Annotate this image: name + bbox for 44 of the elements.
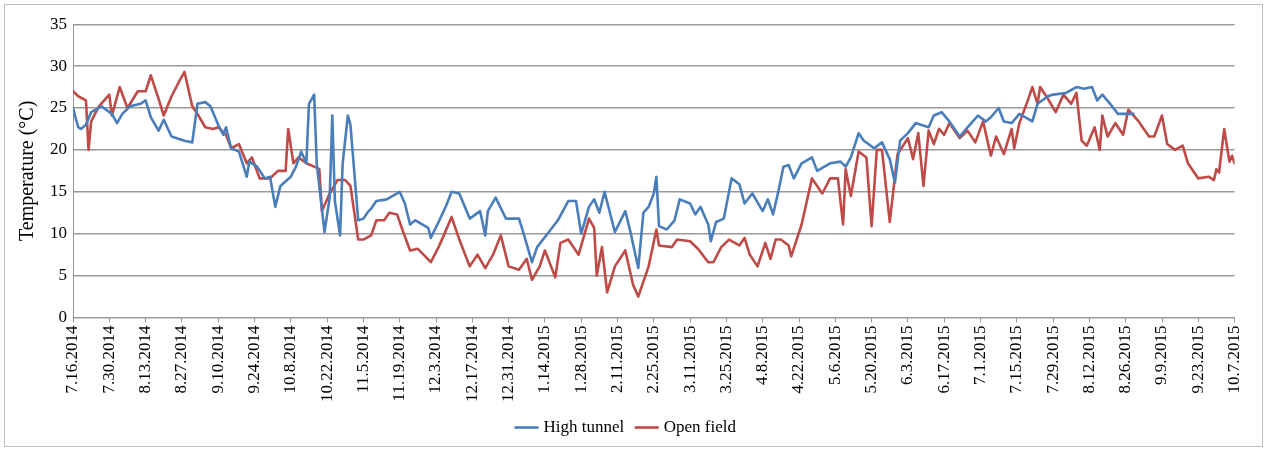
x-tick-label: 12.31.2014: [498, 325, 518, 402]
x-tick-label: 9.23.2015: [1187, 325, 1207, 394]
x-tick-label: 11.19.2014: [389, 325, 409, 402]
x-tick-label: 9.24.2014: [243, 325, 263, 394]
x-tick-label: 3.25.2015: [715, 325, 735, 394]
x-tick-label: 1.28.2015: [570, 325, 590, 394]
x-tick-label: 10.22.2014: [316, 325, 336, 402]
y-tick-label: 30: [50, 55, 67, 75]
x-tick-label: 7.30.2014: [98, 325, 118, 394]
x-tick-label: 8.13.2014: [135, 325, 155, 394]
legend-label: Open field: [663, 416, 737, 436]
x-tick-label: 11.5.2014: [352, 325, 372, 393]
x-tick-label: 9.10.2014: [207, 325, 227, 394]
x-tick-label: 4.8.2015: [752, 325, 772, 385]
x-tick-label: 12.3.2014: [425, 325, 445, 394]
x-tick-label: 5.20.2015: [861, 325, 881, 394]
x-tick-label: 8.12.2015: [1078, 325, 1098, 394]
y-axis-title: Temperature (°C): [15, 100, 39, 242]
y-tick-label: 10: [50, 223, 67, 243]
x-tick-label: 7.1.2015: [969, 325, 989, 385]
x-tick-label: 10.7.2015: [1224, 325, 1244, 394]
y-tick-label: 35: [50, 13, 67, 33]
y-tick-label: 15: [50, 181, 67, 201]
x-tick-label: 9.9.2015: [1151, 325, 1171, 385]
x-tick-label: 7.16.2014: [62, 325, 82, 394]
x-tick-label: 10.8.2014: [280, 325, 300, 394]
x-tick-label: 2.25.2015: [643, 325, 663, 394]
y-tick-label: 25: [50, 97, 67, 117]
x-tick-label: 1.14.2015: [534, 325, 554, 394]
x-tick-label: 2.11.2015: [606, 325, 626, 393]
x-tick-label: 5.6.2015: [824, 325, 844, 385]
x-tick-label: 7.29.2015: [1042, 325, 1062, 394]
x-tick-label: 8.26.2015: [1115, 325, 1135, 394]
x-tick-label: 4.22.2015: [788, 325, 808, 394]
legend-label: High tunnel: [543, 416, 625, 436]
y-tick-label: 0: [58, 306, 67, 326]
x-tick-label: 3.11.2015: [679, 325, 699, 393]
x-tick-label: 7.15.2015: [1006, 325, 1026, 394]
x-tick-label: 6.17.2015: [933, 325, 953, 394]
y-tick-label: 5: [58, 265, 67, 285]
x-tick-label: 12.17.2014: [461, 325, 481, 402]
y-tick-label: 20: [50, 139, 67, 159]
x-tick-label: 8.27.2014: [171, 325, 191, 394]
x-tick-label: 6.3.2015: [897, 325, 917, 385]
